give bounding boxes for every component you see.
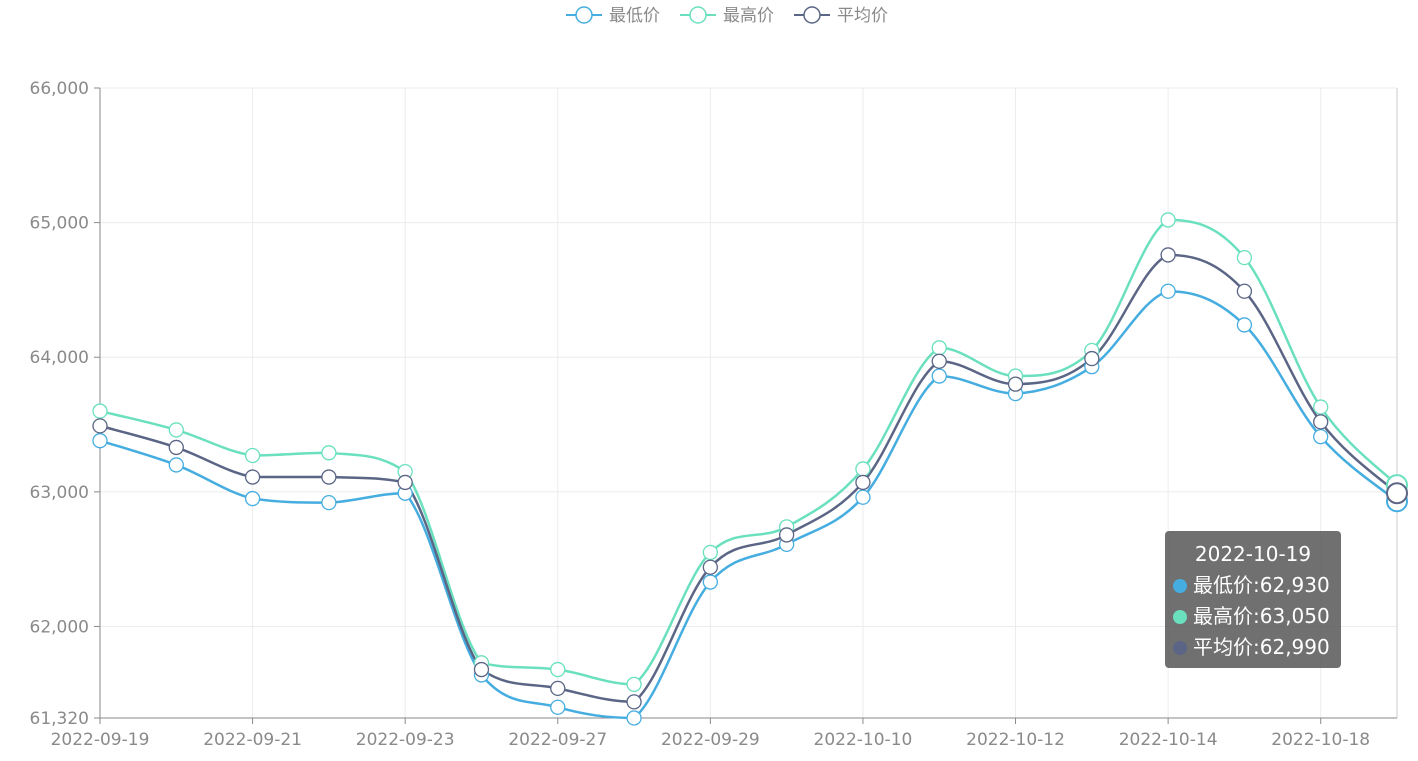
y-axis-labels: 61,320 62,000 63,000 64,000 65,000 66,000	[30, 79, 89, 729]
tooltip-title: 2022-10-19	[1194, 542, 1312, 566]
data-point[interactable]	[778, 527, 795, 543]
data-point[interactable]	[168, 439, 184, 456]
tooltip-value-avg: 62,990	[1259, 635, 1330, 659]
data-point[interactable]	[244, 469, 261, 485]
data-point[interactable]	[1160, 212, 1176, 228]
data-point[interactable]	[397, 474, 413, 491]
y-tick-label: 61,320	[30, 709, 89, 729]
y-tick-label: 62,000	[30, 617, 89, 637]
x-axis-labels: 2022-09-19 2022-09-21 2022-09-23 2022-09-27…	[51, 730, 1371, 750]
data-point[interactable]	[550, 680, 566, 697]
legend-symbol-icon	[689, 6, 707, 24]
series-line-2	[99, 253, 1398, 704]
chart-legend: 最低价 最高价 平均价	[566, 6, 888, 26]
data-point[interactable]	[626, 694, 642, 710]
data-point[interactable]	[855, 489, 871, 505]
legend-label: 平均价	[837, 6, 888, 26]
data-point[interactable]	[1313, 399, 1329, 415]
data-point[interactable]	[168, 457, 184, 473]
data-point[interactable]	[1007, 376, 1024, 392]
legend-label: 最低价	[609, 6, 660, 26]
y-tick-label: 65,000	[30, 214, 89, 234]
tooltip-row-avg: 平均价: 62,990	[1173, 632, 1333, 663]
data-point[interactable]	[550, 661, 566, 678]
y-tick-label: 64,000	[30, 348, 89, 368]
legend-symbol-icon	[575, 6, 593, 24]
data-point[interactable]	[1084, 350, 1100, 367]
data-point[interactable]	[702, 574, 719, 590]
x-tick-label: 2022-09-27	[508, 730, 607, 750]
data-point[interactable]	[702, 559, 719, 575]
data-point[interactable]	[1386, 482, 1408, 505]
x-tick-label: 2022-10-12	[966, 730, 1065, 750]
chart-tooltip: 2022-10-19 最低价: 62,930 最高价: 63,050 平均价: …	[1165, 531, 1341, 668]
legend-label: 最高价	[723, 6, 774, 26]
data-point[interactable]	[702, 544, 719, 561]
data-point[interactable]	[931, 340, 947, 356]
tooltip-dot-avg	[1173, 640, 1187, 655]
tooltip-value-min: 62,930	[1259, 573, 1330, 597]
tooltip-dot-max	[1173, 609, 1187, 624]
legend-symbol-icon	[803, 6, 821, 24]
data-point[interactable]	[473, 661, 490, 678]
data-point[interactable]	[92, 418, 108, 434]
y-tick-label: 63,000	[30, 483, 89, 503]
x-tick-label: 2022-10-10	[814, 730, 913, 750]
tooltip-row-min: 最低价: 62,930	[1173, 570, 1333, 601]
legend-item-0[interactable]: 最低价	[566, 6, 660, 26]
x-tick-label: 2022-09-29	[661, 730, 760, 750]
tooltip-value-max: 63,050	[1259, 604, 1330, 628]
x-tick-label: 2022-10-18	[1271, 730, 1370, 750]
data-point[interactable]	[855, 461, 871, 477]
data-point[interactable]	[931, 368, 947, 384]
series-line-1	[99, 218, 1398, 686]
y-tick-label: 66,000	[30, 79, 89, 99]
tooltip-label-avg: 平均价	[1193, 635, 1253, 659]
data-point[interactable]	[550, 699, 566, 715]
data-point[interactable]	[626, 676, 642, 692]
data-point[interactable]	[168, 422, 184, 438]
data-point[interactable]	[626, 710, 642, 726]
legend-item-1[interactable]: 最高价	[680, 6, 774, 26]
data-point[interactable]	[855, 474, 871, 491]
tooltip-dot-min	[1173, 578, 1187, 593]
data-point[interactable]	[244, 447, 261, 464]
tooltip-label-min: 最低价	[1193, 573, 1253, 597]
data-point[interactable]	[1160, 283, 1176, 299]
tooltip-row-max: 最高价: 63,050	[1173, 601, 1333, 632]
x-tick-label: 2022-09-21	[203, 730, 302, 750]
data-point[interactable]	[244, 490, 261, 507]
x-tick-label: 2022-09-23	[356, 730, 455, 750]
data-point[interactable]	[321, 445, 337, 461]
data-point[interactable]	[931, 353, 947, 369]
data-point[interactable]	[321, 494, 337, 511]
data-point[interactable]	[1236, 283, 1253, 299]
data-point[interactable]	[1236, 317, 1253, 333]
x-tick-label: 2022-10-14	[1119, 730, 1218, 750]
data-point[interactable]	[1313, 414, 1329, 430]
chart-axes	[94, 87, 1398, 724]
data-point[interactable]	[92, 433, 108, 449]
chart-points	[92, 212, 1408, 726]
data-point[interactable]	[1313, 429, 1329, 445]
legend-item-2[interactable]: 平均价	[794, 6, 888, 26]
data-point[interactable]	[92, 403, 108, 419]
data-point[interactable]	[1160, 247, 1176, 263]
x-tick-label: 2022-09-19	[51, 730, 150, 750]
data-point[interactable]	[321, 469, 337, 485]
data-point[interactable]	[1236, 249, 1253, 266]
tooltip-label-max: 最高价	[1193, 604, 1253, 628]
